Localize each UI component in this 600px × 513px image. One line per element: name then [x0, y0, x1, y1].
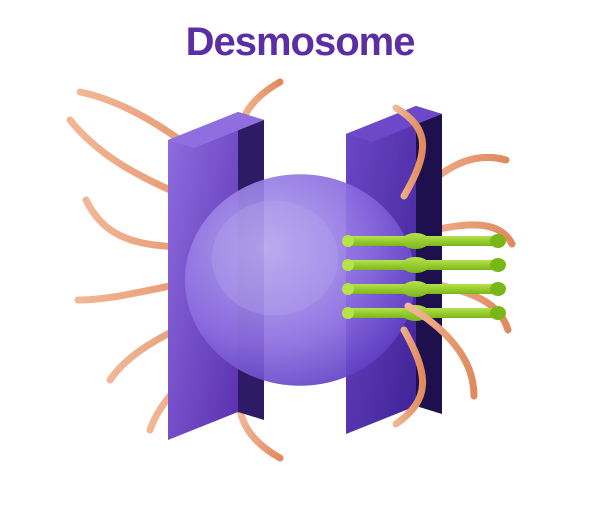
- plaque-disc: [185, 174, 415, 386]
- diagram-stage: Desmosome: [0, 0, 600, 513]
- diagram-svg: [0, 0, 600, 513]
